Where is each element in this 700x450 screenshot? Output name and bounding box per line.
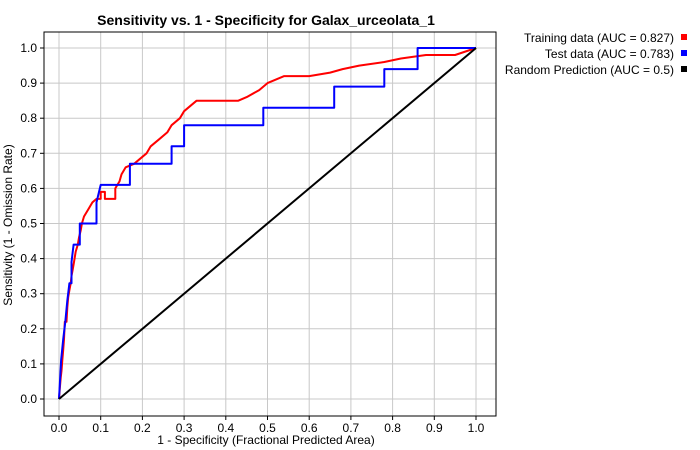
y-tick-label: 0.8 [20, 111, 37, 125]
y-tick-label: 0.2 [20, 322, 37, 336]
x-tick-label: 0.2 [134, 421, 151, 435]
axis-ticks: 0.0 0.1 0.2 0.3 0.4 0.5 0.6 0.7 0.8 0.9 1.0 0.0 0.1 0… [20, 41, 484, 435]
x-tick-label: 0.7 [343, 421, 360, 435]
y-tick-label: 1.0 [20, 41, 37, 55]
test-data-line [58, 47, 476, 400]
y-tick-label: 0.9 [20, 76, 37, 90]
legend: Training data (AUC = 0.827) Test data (AU… [505, 31, 687, 77]
plot-border [43, 31, 497, 417]
x-axis-label: 1 - Specificity (Fractional Predicted Ar… [157, 433, 374, 447]
x-tick-label: 0.9 [426, 421, 443, 435]
y-tick-label: 0.5 [20, 217, 37, 231]
y-axis-label: Sensitivity (1 - Omission Rate) [1, 144, 15, 305]
x-tick-label: 0.3 [176, 421, 193, 435]
legend-item-random-swatch [681, 66, 687, 72]
y-tick-label: 0.3 [20, 287, 37, 301]
x-tick-label: 0.6 [301, 421, 318, 435]
x-tick-label: 0.4 [217, 421, 234, 435]
chart-title: Sensitivity vs. 1 - Specificity for Gala… [97, 12, 435, 28]
legend-item-training-label: Training data (AUC = 0.827) [524, 31, 674, 45]
y-tick-label: 0.0 [20, 392, 37, 406]
y-tick-label: 0.6 [20, 181, 37, 195]
legend-item-random-label: Random Prediction (AUC = 0.5) [505, 63, 674, 77]
x-tick-label: 1.0 [468, 421, 485, 435]
y-tick-label: 0.4 [20, 252, 37, 266]
legend-item-test-swatch [681, 50, 687, 56]
grid-lines [44, 32, 496, 416]
legend-item-training-swatch [681, 34, 687, 40]
x-tick-label: 0.5 [259, 421, 276, 435]
y-tick-label: 0.1 [20, 357, 37, 371]
x-tick-label: 0.8 [384, 421, 401, 435]
y-tick-label: 0.7 [20, 146, 37, 160]
x-tick-label: 0.1 [92, 421, 109, 435]
random-prediction-line [58, 47, 477, 400]
legend-item-test-label: Test data (AUC = 0.783) [545, 47, 674, 61]
x-tick-label: 0.0 [51, 421, 68, 435]
series-lines [58, 47, 477, 400]
